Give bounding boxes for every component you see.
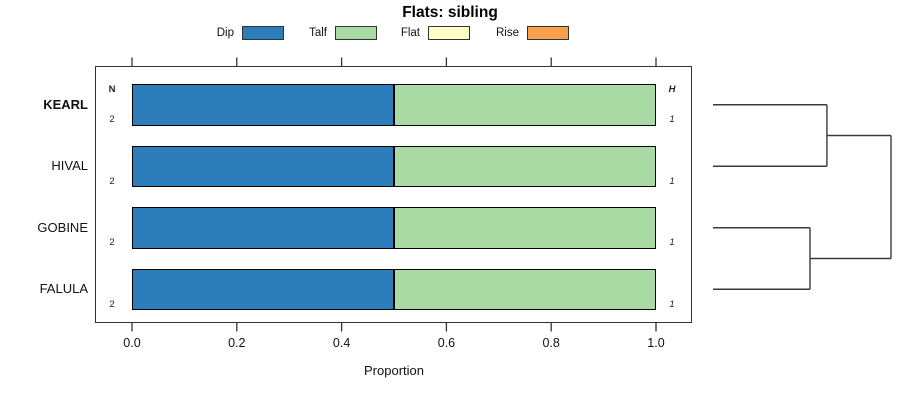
- legend-label-talf: Talf: [309, 27, 327, 39]
- legend-label-dip: Dip: [216, 27, 234, 39]
- x-tick-label-0.6: 0.6: [437, 336, 456, 350]
- n-value-falula: 2: [109, 298, 115, 310]
- h-value-kearl: 1: [669, 114, 675, 125]
- bar-segment-dip-gobine: [132, 207, 394, 249]
- h-value-gobine: 1: [669, 237, 675, 248]
- bar-segment-talf-falula: [394, 268, 656, 310]
- bar-segment-dip-falula: [132, 268, 394, 310]
- x-tick-label-1.0: 1.0: [647, 336, 665, 350]
- chart-title: Flats: sibling: [402, 4, 498, 21]
- legend-item-dip: Dip: [164, 25, 284, 41]
- legend-label-rise: Rise: [495, 27, 519, 39]
- bar-segment-talf-kearl: [394, 84, 656, 126]
- n-value-hival: 2: [109, 175, 115, 187]
- row-label-kearl: KEARL: [43, 96, 88, 112]
- bar-segment-talf-gobine: [394, 207, 656, 249]
- row-label-falula: FALULA: [39, 281, 88, 297]
- legend-item-rise: Rise: [449, 25, 569, 41]
- legend-swatch-dip: [242, 26, 284, 40]
- n-value-kearl: 2: [109, 114, 115, 125]
- legend-swatch-rise: [527, 26, 569, 40]
- bar-segment-talf-hival: [394, 145, 656, 187]
- legend-item-flat: Flat: [350, 25, 470, 41]
- bar-segment-dip-kearl: [132, 84, 394, 126]
- n-value-gobine: 2: [109, 237, 115, 248]
- x-tick-label-0.8: 0.8: [542, 336, 560, 350]
- h-column-header: H: [668, 84, 676, 95]
- legend-label-flat: Flat: [400, 27, 420, 39]
- x-tick-label-0.0: 0.0: [123, 336, 141, 350]
- legend-swatch-flat: [428, 26, 470, 40]
- n-column-header: N: [108, 84, 116, 95]
- x-axis-title: Proportion: [364, 363, 424, 378]
- row-label-hival: HIVAL: [51, 158, 88, 174]
- legend-item-talf: Talf: [257, 25, 377, 41]
- x-tick-label-0.4: 0.4: [332, 336, 351, 350]
- bar-segment-dip-hival: [132, 145, 394, 187]
- x-tick-label-0.2: 0.2: [228, 336, 246, 350]
- legend-swatch-talf: [335, 26, 377, 40]
- row-label-gobine: GOBINE: [37, 219, 88, 235]
- h-value-hival: 1: [669, 175, 675, 187]
- h-value-falula: 1: [669, 298, 675, 310]
